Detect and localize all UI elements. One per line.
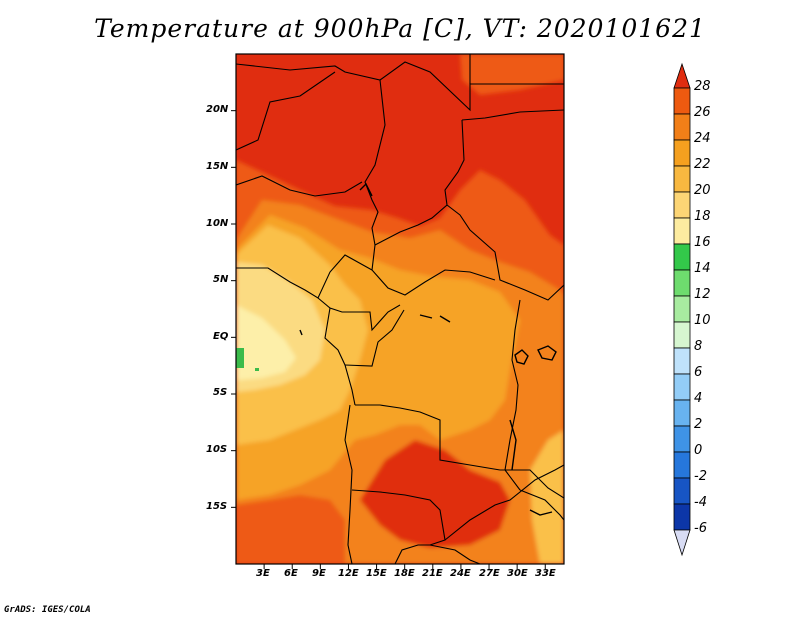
grads-credit: GrADS: IGES/COLA xyxy=(4,605,91,615)
colorbar-swatch xyxy=(673,165,691,193)
colorbar-label: 10 xyxy=(694,313,711,328)
colorbar-label: -6 xyxy=(694,521,707,536)
colorbar-label: 14 xyxy=(694,261,711,276)
colorbar-label: 12 xyxy=(694,287,711,302)
colorbar-label: 16 xyxy=(694,235,711,250)
lon-tick-label: 30E xyxy=(507,568,528,579)
colorbar-swatch xyxy=(673,425,691,453)
lon-tick-label: 18E xyxy=(394,568,415,579)
lat-tick-label: 10N xyxy=(206,218,229,229)
lon-tick-label: 9E xyxy=(312,568,326,579)
colorbar-label: 28 xyxy=(694,79,711,94)
lon-tick-label: 6E xyxy=(284,568,298,579)
lat-tick-label: 15N xyxy=(206,161,229,172)
colorbar-swatch xyxy=(673,87,691,115)
colorbar-swatch xyxy=(673,269,691,297)
colorbar-label: -2 xyxy=(694,469,707,484)
colorbar-label: 24 xyxy=(694,131,711,146)
colorbar-swatch xyxy=(673,295,691,323)
chart-title: Temperature at 900hPa [C], VT: 202010162… xyxy=(94,14,706,43)
lat-tick-label: 5S xyxy=(213,387,228,398)
axis-ticks xyxy=(231,110,546,569)
colorbar-label: 20 xyxy=(694,183,711,198)
colorbar-label: 0 xyxy=(694,443,703,458)
colorbar-label: 6 xyxy=(694,365,703,380)
lat-tick-label: 10S xyxy=(206,444,228,455)
colorbar-swatch xyxy=(673,139,691,167)
colorbar-label: 18 xyxy=(694,209,711,224)
lat-tick-label: EQ xyxy=(213,331,229,342)
colorbar-swatch xyxy=(673,399,691,427)
lakes xyxy=(299,182,557,516)
colorbar-top-arrow xyxy=(673,62,691,89)
colorbar-swatch xyxy=(673,477,691,505)
field-24-26-north xyxy=(460,54,564,95)
lon-tick-label: 12E xyxy=(338,568,359,579)
lat-tick-label: 20N xyxy=(206,104,229,115)
colorbar-swatch xyxy=(673,347,691,375)
lon-tick-label: 24E xyxy=(450,568,471,579)
colorbar-label: 2 xyxy=(694,417,703,432)
temperature-field xyxy=(236,54,564,564)
field-cool-patch xyxy=(236,348,244,368)
lon-tick-label: 33E xyxy=(535,568,556,579)
lon-tick-label: 3E xyxy=(256,568,270,579)
colorbar-swatch xyxy=(673,243,691,271)
field-14-16 xyxy=(236,305,296,380)
colorbar-label: -4 xyxy=(694,495,707,510)
colorbar-swatch xyxy=(673,217,691,245)
colorbar-label: 26 xyxy=(694,105,711,120)
lon-tick-label: 27E xyxy=(479,568,500,579)
field-hot-south xyxy=(360,440,510,548)
colorbar-label: 8 xyxy=(694,339,703,354)
field-hot-sw-coast xyxy=(236,495,345,564)
colorbar-swatch xyxy=(673,451,691,479)
map-frame xyxy=(235,53,565,565)
country-borders xyxy=(236,54,564,564)
colorbar-swatch xyxy=(673,503,691,531)
colorbar-swatch xyxy=(673,373,691,401)
colorbar-label: 22 xyxy=(694,157,711,172)
field-cool-speck xyxy=(255,368,259,371)
colorbar-bottom-arrow xyxy=(673,529,691,557)
colorbar xyxy=(673,62,691,557)
lat-tick-label: 5N xyxy=(213,274,229,285)
colorbar-swatch xyxy=(673,113,691,141)
colorbar-label: 4 xyxy=(694,391,703,406)
colorbar-swatch xyxy=(673,191,691,219)
lon-tick-label: 15E xyxy=(366,568,387,579)
colorbar-swatch xyxy=(673,321,691,349)
lat-tick-label: 15S xyxy=(206,501,228,512)
lon-tick-label: 21E xyxy=(422,568,443,579)
field-18-20-east xyxy=(530,430,564,564)
